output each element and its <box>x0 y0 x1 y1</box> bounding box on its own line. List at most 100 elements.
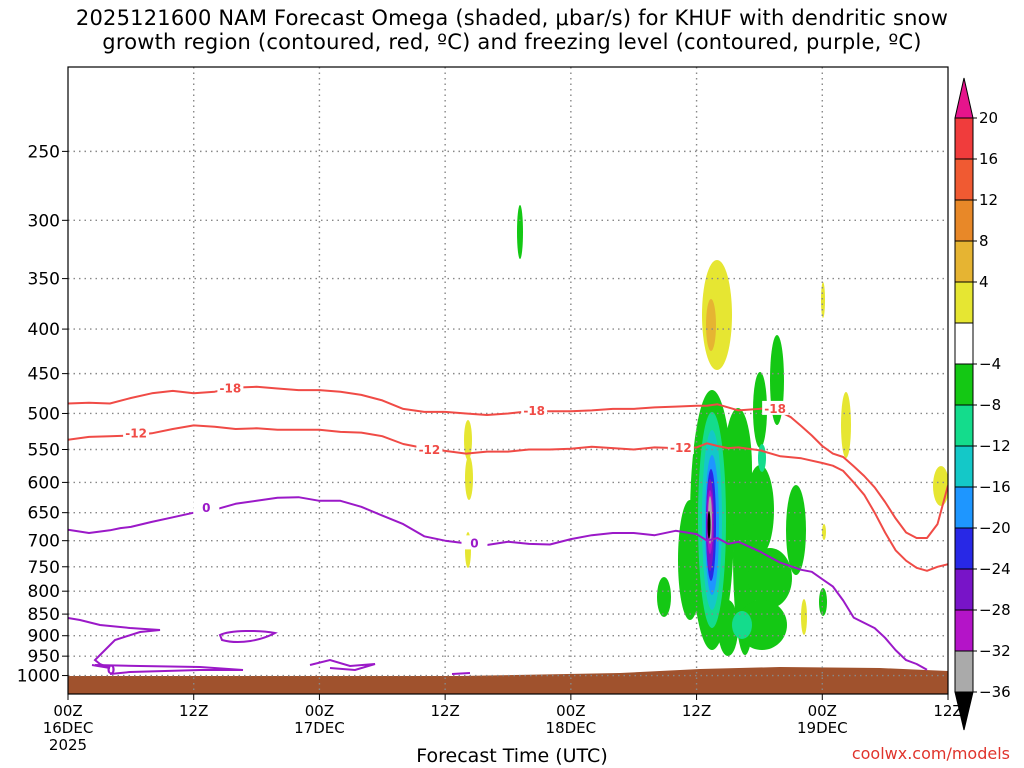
colorbar-top-arrow <box>954 77 974 119</box>
colorbar-bin <box>954 527 974 570</box>
colorbar-bin <box>954 281 974 324</box>
y-tick-label: 350 <box>28 270 60 290</box>
colorbar-tick-label: 4 <box>979 273 989 291</box>
contours: 0 -18 -18 -18 -12 -12 -12 0 0 <box>68 380 948 677</box>
y-tick-label: 250 <box>28 142 60 162</box>
contour-label-bg <box>667 440 694 455</box>
omega-blob <box>465 456 473 500</box>
omega-blob <box>841 392 851 458</box>
contour-label-bg <box>416 442 443 457</box>
chart-title-line-1: 2025121600 NAM Forecast Omega (shaded, μ… <box>75 6 949 30</box>
y-tick-label: 750 <box>28 558 60 578</box>
x-tick-label: 12Z <box>682 702 711 720</box>
y-tick-label: 300 <box>28 211 60 231</box>
contour-label: -18 <box>764 402 786 416</box>
colorbar-bottom-arrow <box>954 691 974 731</box>
freezing-level-contour-low <box>68 617 161 669</box>
x-tick-label: 12Z <box>430 702 459 720</box>
chart-title-line-2: growth region (contoured, red, ºC) and f… <box>102 30 922 54</box>
x-tick-date: 18DEC <box>546 719 597 737</box>
y-tick-label: 800 <box>28 582 60 602</box>
x-tick-label: 00Z <box>556 702 585 720</box>
colorbar-bin <box>954 363 974 406</box>
omega-shading <box>68 205 948 694</box>
colorbar-tick-label: −24 <box>979 560 1011 578</box>
credit-text: coolwx.com/models <box>851 744 1010 763</box>
omega-blob <box>732 611 752 639</box>
colorbar-bin <box>954 445 974 488</box>
contour-label: 0 <box>470 536 478 550</box>
colorbar-tick-label: 20 <box>979 109 998 127</box>
contour-label: -12 <box>670 441 692 455</box>
omega-blob <box>737 600 787 650</box>
plot-frame <box>67 66 949 695</box>
contour-line <box>68 385 948 539</box>
contour-label-bg <box>521 403 548 418</box>
y-tick-label: 550 <box>28 441 60 461</box>
y-tick-label: 650 <box>28 504 60 524</box>
contour-label-bg <box>461 535 488 550</box>
colorbar-tick-label: 12 <box>979 191 998 209</box>
contour-label: 0 <box>202 501 210 515</box>
y-tick-label: 1000 <box>17 667 60 687</box>
omega-blob <box>746 465 774 555</box>
colorbar-bin <box>954 117 974 160</box>
contour-label: -12 <box>125 426 147 440</box>
y-tick-label: 900 <box>28 627 60 647</box>
x-axis-label: Forecast Time (UTC) <box>416 745 608 767</box>
y-tick-label: 500 <box>28 404 60 424</box>
contour-label: -12 <box>419 443 441 457</box>
x-tick-label: 00Z <box>53 702 82 720</box>
contour-label: 0 <box>107 663 115 677</box>
omega-blob <box>819 588 827 616</box>
omega-blob <box>801 599 807 635</box>
omega-blob <box>753 372 767 448</box>
colorbar-bin <box>954 158 974 201</box>
colorbar-bin <box>954 404 974 447</box>
colorbar-tick-label: −8 <box>979 396 1001 414</box>
colorbar-bin <box>954 240 974 283</box>
colorbar-tick-label: 8 <box>979 232 989 250</box>
colorbar-tick-label: −4 <box>979 355 1001 373</box>
y-tick-label: 400 <box>28 320 60 340</box>
x-tick-date: 19DEC <box>797 719 848 737</box>
colorbar-tick-label: −12 <box>979 437 1011 455</box>
chart-title: 2025121600 NAM Forecast Omega (shaded, μ… <box>0 6 1024 54</box>
contour-label: -18 <box>220 381 242 395</box>
freezing-level-contour-near-ground <box>94 658 471 675</box>
contour-label-bg <box>123 425 150 440</box>
colorbar-bin <box>954 199 974 242</box>
y-tick-label: 850 <box>28 605 60 625</box>
x-tick-year: 2025 <box>49 736 87 754</box>
omega-blob <box>517 205 523 259</box>
colorbar-tick-label: −28 <box>979 601 1011 619</box>
freezing-level-contour-loop <box>218 629 278 643</box>
omega-blob <box>706 299 716 351</box>
colorbar-tick-label: −32 <box>979 642 1011 660</box>
y-tick-label: 450 <box>28 365 60 385</box>
colorbar-bin <box>954 609 974 652</box>
ground-area <box>68 667 948 694</box>
grid <box>68 67 948 694</box>
omega-blob <box>707 511 711 539</box>
contour-label-bg <box>762 400 789 415</box>
x-tick-label: 00Z <box>808 702 837 720</box>
colorbar: 20 16 12 8 4 −4 −8 −12 −16 −20 −24 −28 −32 −36 <box>954 77 1011 731</box>
contour-label: -18 <box>523 404 545 418</box>
y-tick-label: 700 <box>28 532 60 552</box>
omega-blob <box>786 485 806 575</box>
y-tick-label: 600 <box>28 473 60 493</box>
colorbar-bin <box>954 322 974 365</box>
colorbar-bin <box>954 486 974 529</box>
omega-blob <box>657 577 671 617</box>
axes: 250 300 350 400 450 500 550 600 650 700 750 800 8509… <box>17 66 963 754</box>
colorbar-tick-label: −16 <box>979 478 1011 496</box>
colorbar-tick-label: 16 <box>979 150 998 168</box>
x-tick-date: 16DEC <box>43 719 94 737</box>
x-tick-label: 12Z <box>179 702 208 720</box>
contour-line <box>68 424 948 572</box>
x-tick-label: 12Z <box>933 702 962 720</box>
contour-label-bg <box>217 380 244 395</box>
omega-blob <box>822 524 826 540</box>
